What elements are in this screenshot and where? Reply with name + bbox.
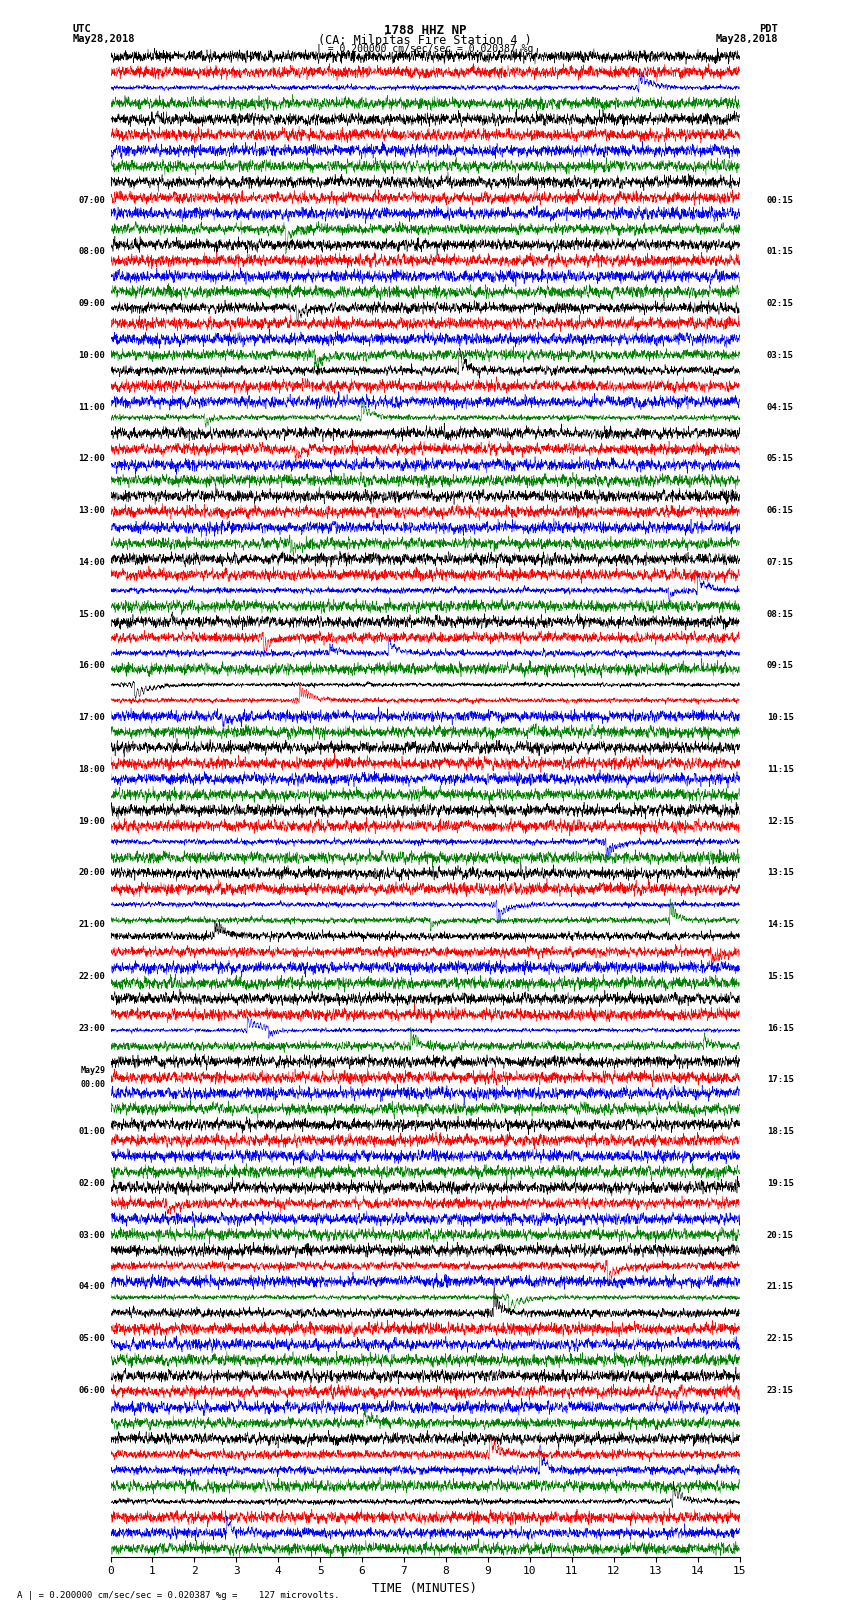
Text: May28,2018: May28,2018 bbox=[72, 34, 135, 44]
Text: 22:00: 22:00 bbox=[78, 971, 105, 981]
Text: A | = 0.200000 cm/sec/sec = 0.020387 %g =    127 microvolts.: A | = 0.200000 cm/sec/sec = 0.020387 %g … bbox=[17, 1590, 339, 1600]
Text: 19:15: 19:15 bbox=[767, 1179, 794, 1187]
Text: 01:15: 01:15 bbox=[767, 247, 794, 256]
Text: 18:00: 18:00 bbox=[78, 765, 105, 774]
Text: 10:00: 10:00 bbox=[78, 350, 105, 360]
Text: 00:15: 00:15 bbox=[767, 195, 794, 205]
Text: | = 0.200000 cm/sec/sec = 0.020387 %g: | = 0.200000 cm/sec/sec = 0.020387 %g bbox=[316, 44, 534, 55]
Text: 23:15: 23:15 bbox=[767, 1386, 794, 1395]
Text: 02:00: 02:00 bbox=[78, 1179, 105, 1187]
Text: 14:15: 14:15 bbox=[767, 919, 794, 929]
X-axis label: TIME (MINUTES): TIME (MINUTES) bbox=[372, 1582, 478, 1595]
Text: 14:00: 14:00 bbox=[78, 558, 105, 566]
Text: 11:15: 11:15 bbox=[767, 765, 794, 774]
Text: 15:00: 15:00 bbox=[78, 610, 105, 618]
Text: 12:15: 12:15 bbox=[767, 816, 794, 826]
Text: PDT: PDT bbox=[759, 24, 778, 34]
Text: 09:15: 09:15 bbox=[767, 661, 794, 671]
Text: 02:15: 02:15 bbox=[767, 298, 794, 308]
Text: 04:15: 04:15 bbox=[767, 403, 794, 411]
Text: 05:00: 05:00 bbox=[78, 1334, 105, 1344]
Text: May28,2018: May28,2018 bbox=[715, 34, 778, 44]
Text: 05:15: 05:15 bbox=[767, 455, 794, 463]
Text: 07:15: 07:15 bbox=[767, 558, 794, 566]
Text: 04:00: 04:00 bbox=[78, 1282, 105, 1292]
Text: May29: May29 bbox=[81, 1066, 105, 1074]
Text: 10:15: 10:15 bbox=[767, 713, 794, 723]
Text: 1788 HHZ NP: 1788 HHZ NP bbox=[383, 24, 467, 37]
Text: 07:00: 07:00 bbox=[78, 195, 105, 205]
Text: UTC: UTC bbox=[72, 24, 91, 34]
Text: 17:00: 17:00 bbox=[78, 713, 105, 723]
Text: 20:00: 20:00 bbox=[78, 868, 105, 877]
Text: 06:00: 06:00 bbox=[78, 1386, 105, 1395]
Text: 03:15: 03:15 bbox=[767, 350, 794, 360]
Text: 09:00: 09:00 bbox=[78, 298, 105, 308]
Text: 13:00: 13:00 bbox=[78, 506, 105, 515]
Text: 06:15: 06:15 bbox=[767, 506, 794, 515]
Text: 11:00: 11:00 bbox=[78, 403, 105, 411]
Text: 16:15: 16:15 bbox=[767, 1024, 794, 1032]
Text: 12:00: 12:00 bbox=[78, 455, 105, 463]
Text: 18:15: 18:15 bbox=[767, 1127, 794, 1136]
Text: 22:15: 22:15 bbox=[767, 1334, 794, 1344]
Text: 01:00: 01:00 bbox=[78, 1127, 105, 1136]
Text: 21:00: 21:00 bbox=[78, 919, 105, 929]
Text: 19:00: 19:00 bbox=[78, 816, 105, 826]
Text: 13:15: 13:15 bbox=[767, 868, 794, 877]
Text: 08:15: 08:15 bbox=[767, 610, 794, 618]
Text: 03:00: 03:00 bbox=[78, 1231, 105, 1239]
Text: 20:15: 20:15 bbox=[767, 1231, 794, 1239]
Text: 08:00: 08:00 bbox=[78, 247, 105, 256]
Text: 21:15: 21:15 bbox=[767, 1282, 794, 1292]
Text: 16:00: 16:00 bbox=[78, 661, 105, 671]
Text: 17:15: 17:15 bbox=[767, 1076, 794, 1084]
Text: 23:00: 23:00 bbox=[78, 1024, 105, 1032]
Text: 15:15: 15:15 bbox=[767, 971, 794, 981]
Text: (CA: Milpitas Fire Station 4 ): (CA: Milpitas Fire Station 4 ) bbox=[318, 34, 532, 47]
Text: 00:00: 00:00 bbox=[81, 1079, 105, 1089]
